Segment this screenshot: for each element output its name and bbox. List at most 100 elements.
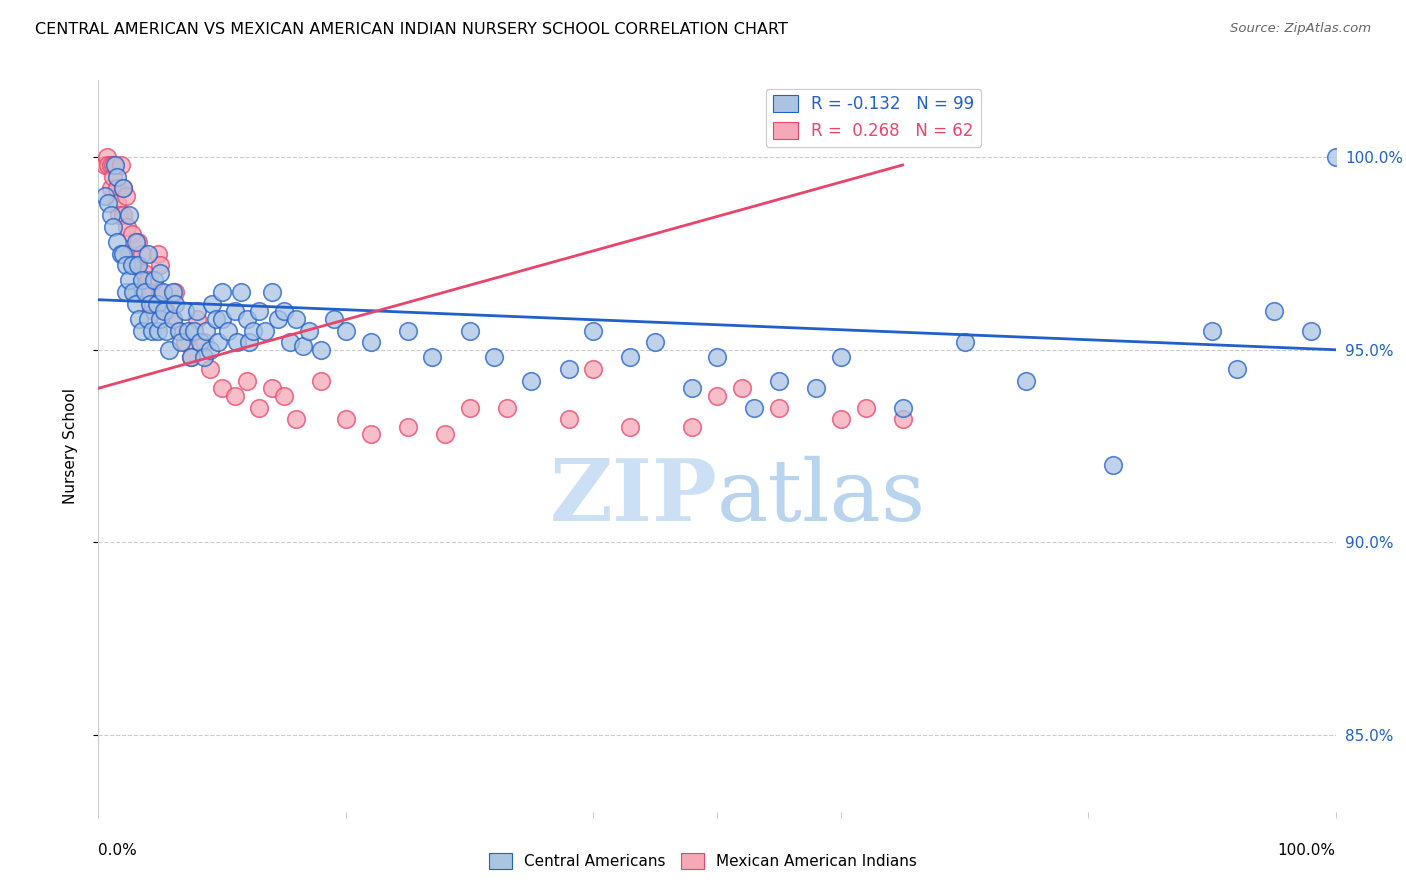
Point xyxy=(254,324,277,338)
Point xyxy=(174,334,197,349)
Point xyxy=(278,334,301,349)
Point xyxy=(180,351,202,365)
Point xyxy=(127,235,149,249)
Point xyxy=(167,324,190,338)
Point xyxy=(110,246,132,260)
Point xyxy=(105,196,128,211)
Point xyxy=(557,362,579,376)
Point xyxy=(134,285,156,299)
Point xyxy=(1201,324,1223,338)
Point xyxy=(131,273,153,287)
Point xyxy=(162,285,184,299)
Point xyxy=(112,208,135,222)
Point xyxy=(195,324,218,338)
Point xyxy=(267,312,290,326)
Point xyxy=(103,158,125,172)
Point xyxy=(143,304,166,318)
Point xyxy=(681,381,703,395)
Point xyxy=(236,374,259,388)
Point xyxy=(183,324,205,338)
Point xyxy=(619,419,641,434)
Point xyxy=(285,412,308,426)
Point xyxy=(891,401,914,415)
Point xyxy=(260,285,283,299)
Y-axis label: Nursery School: Nursery School xyxy=(63,388,77,504)
Point xyxy=(165,296,187,310)
Point xyxy=(97,196,120,211)
Point xyxy=(139,285,162,299)
Point xyxy=(217,324,239,338)
Point xyxy=(335,412,357,426)
Point xyxy=(105,235,128,249)
Point xyxy=(201,296,224,310)
Point xyxy=(112,246,135,260)
Point xyxy=(100,181,122,195)
Point xyxy=(149,258,172,272)
Point xyxy=(242,324,264,338)
Legend: R = -0.132   N = 99, R =  0.268   N = 62: R = -0.132 N = 99, R = 0.268 N = 62 xyxy=(766,88,981,146)
Text: ZIP: ZIP xyxy=(550,455,717,539)
Point xyxy=(211,285,233,299)
Point xyxy=(458,324,481,338)
Point xyxy=(681,419,703,434)
Point xyxy=(205,312,228,326)
Point xyxy=(136,273,159,287)
Point xyxy=(768,401,790,415)
Point xyxy=(146,324,169,338)
Point xyxy=(285,312,308,326)
Point xyxy=(115,219,138,234)
Point xyxy=(180,351,202,365)
Point xyxy=(742,401,765,415)
Point xyxy=(953,334,976,349)
Point xyxy=(706,389,728,403)
Point xyxy=(360,427,382,442)
Point xyxy=(118,273,141,287)
Point xyxy=(706,351,728,365)
Point xyxy=(188,334,211,349)
Point xyxy=(198,343,221,357)
Point xyxy=(422,351,444,365)
Point xyxy=(108,208,131,222)
Point xyxy=(247,304,270,318)
Point xyxy=(136,246,159,260)
Text: CENTRAL AMERICAN VS MEXICAN AMERICAN INDIAN NURSERY SCHOOL CORRELATION CHART: CENTRAL AMERICAN VS MEXICAN AMERICAN IND… xyxy=(35,22,787,37)
Point xyxy=(153,304,176,318)
Point xyxy=(149,285,172,299)
Point xyxy=(162,312,184,326)
Point xyxy=(644,334,666,349)
Point xyxy=(1102,458,1125,473)
Point xyxy=(134,266,156,280)
Point xyxy=(495,401,517,415)
Point xyxy=(96,150,118,164)
Point xyxy=(112,181,135,195)
Point xyxy=(273,304,295,318)
Point xyxy=(211,381,233,395)
Point xyxy=(114,258,136,272)
Point xyxy=(830,351,852,365)
Point xyxy=(143,273,166,287)
Point xyxy=(520,374,543,388)
Point xyxy=(229,285,252,299)
Legend: Central Americans, Mexican American Indians: Central Americans, Mexican American Indi… xyxy=(482,847,924,875)
Point xyxy=(131,324,153,338)
Point xyxy=(186,304,208,318)
Point xyxy=(124,296,146,310)
Point xyxy=(149,312,172,326)
Point xyxy=(891,412,914,426)
Point xyxy=(110,158,132,172)
Point xyxy=(139,296,162,310)
Point xyxy=(152,285,174,299)
Point xyxy=(582,362,605,376)
Point xyxy=(93,188,115,202)
Point xyxy=(731,381,754,395)
Point xyxy=(360,334,382,349)
Point xyxy=(155,324,177,338)
Point xyxy=(103,169,125,184)
Point xyxy=(830,412,852,426)
Point xyxy=(176,324,198,338)
Text: 0.0%: 0.0% xyxy=(98,843,138,858)
Point xyxy=(619,351,641,365)
Point xyxy=(309,374,332,388)
Text: atlas: atlas xyxy=(717,456,927,539)
Point xyxy=(396,324,419,338)
